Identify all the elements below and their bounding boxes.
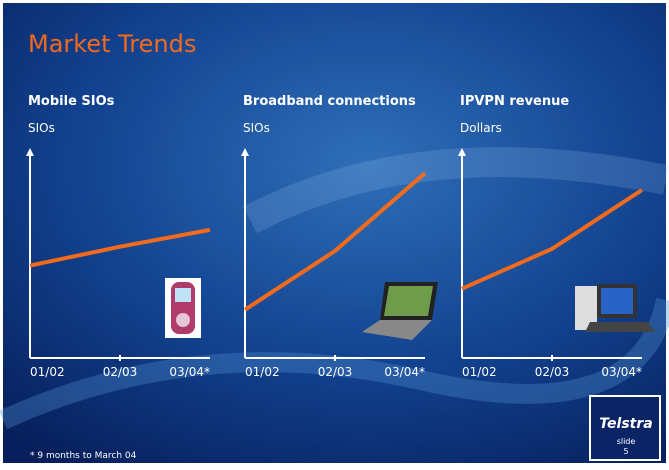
x-tick-label: 01/02 xyxy=(245,365,280,379)
chart-title: IPVPN revenue xyxy=(460,94,569,109)
x-tick-label: 02/03 xyxy=(535,365,570,379)
x-tick-label: 01/02 xyxy=(30,365,65,379)
x-tick-label: 03/04* xyxy=(169,365,210,379)
axis-arrow xyxy=(458,148,466,156)
trend-line xyxy=(29,227,211,268)
chart-title: Broadband connections xyxy=(243,94,416,109)
background xyxy=(3,3,666,463)
slide-number: 5 xyxy=(623,447,628,456)
slide-label: slide xyxy=(617,437,636,446)
trend-line xyxy=(461,188,644,291)
x-tick-label: 03/04* xyxy=(384,365,425,379)
computer-icon xyxy=(575,284,655,332)
phone-icon xyxy=(165,278,201,338)
x-tick-label: 03/04* xyxy=(601,365,642,379)
chart-title: Mobile SIOs xyxy=(28,94,115,109)
logo-box xyxy=(589,395,661,461)
laptop-icon xyxy=(362,282,438,340)
decor-wave xyxy=(0,297,669,430)
x-tick-label: 02/03 xyxy=(318,365,353,379)
x-tick-label: 01/02 xyxy=(462,365,497,379)
y-axis-label: SIOs xyxy=(28,121,55,135)
y-axis-label: SIOs xyxy=(243,121,270,135)
axis-arrow xyxy=(241,148,249,156)
axis-arrow xyxy=(26,148,34,156)
trend-line xyxy=(243,171,427,312)
y-axis-label: Dollars xyxy=(460,121,502,135)
slide-title: Market Trends xyxy=(28,30,196,58)
footnote: * 9 months to March 04 xyxy=(30,451,137,461)
x-tick-label: 02/03 xyxy=(103,365,138,379)
decor-wave xyxy=(242,147,669,234)
logo: Telstra xyxy=(599,416,652,432)
